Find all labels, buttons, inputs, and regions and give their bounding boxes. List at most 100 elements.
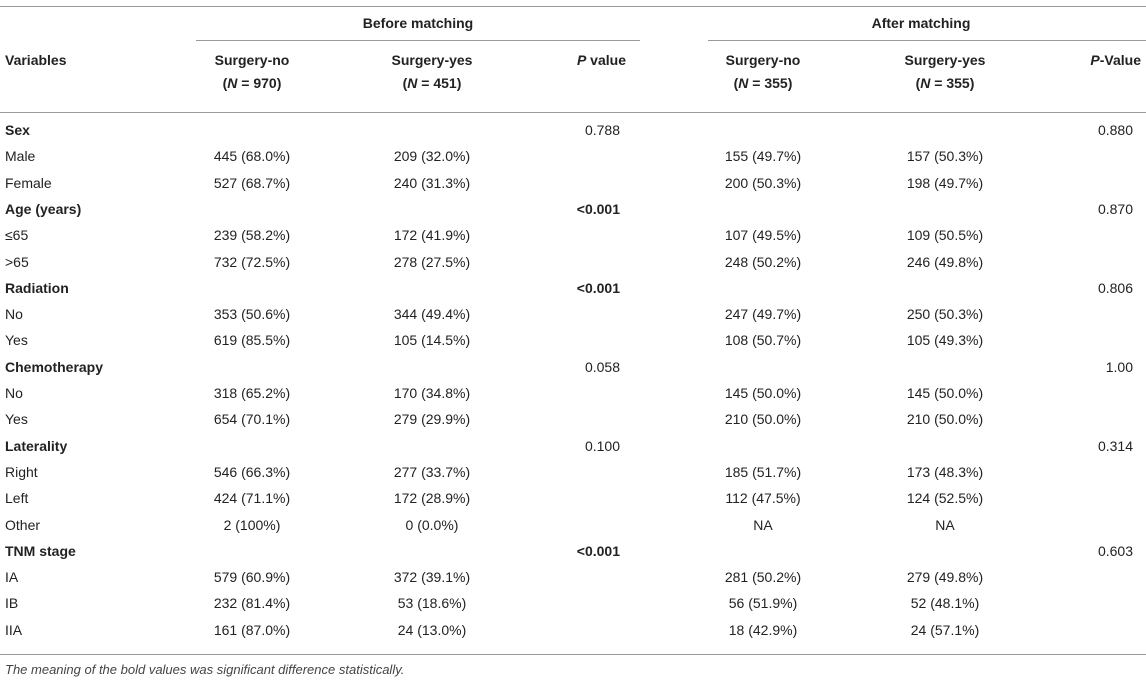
row-label: ≤65: [5, 227, 29, 243]
row-label: Right: [5, 464, 38, 480]
cell-after-surgery-no: 281 (50.2%): [724, 569, 802, 585]
row-label: Male: [5, 148, 36, 164]
cell-after-surgery-yes: 210 (50.0%): [906, 411, 984, 427]
cell-before-surgery-no: 654 (70.1%): [213, 411, 291, 427]
row-label: Female: [5, 175, 52, 191]
cell-before-surgery-no: 527 (68.7%): [213, 175, 291, 191]
table-footnote: The meaning of the bold values was signi…: [5, 662, 405, 677]
row-label: Left: [5, 490, 29, 506]
after-matching-underline: [708, 40, 1146, 41]
row-label: No: [5, 385, 23, 401]
cell-after-surgery-yes: 157 (50.3%): [906, 148, 984, 164]
cell-before-surgery-yes: 209 (32.0%): [393, 148, 471, 164]
cell-before-surgery-yes: 170 (34.8%): [393, 385, 471, 401]
cell-after-surgery-yes: 109 (50.5%): [906, 227, 984, 243]
cell-after-surgery-no: 107 (49.5%): [724, 227, 802, 243]
cell-after-surgery-yes: NA: [935, 517, 955, 533]
cell-after-surgery-no: 210 (50.0%): [724, 411, 802, 427]
cell-before-surgery-no: 2 (100%): [223, 517, 281, 533]
cell-before-surgery-yes: 279 (29.9%): [393, 411, 471, 427]
header-after-surgery-no: Surgery-no (N = 355): [725, 52, 801, 91]
cell-after-p-value: 0.603: [1097, 543, 1133, 559]
group-label: TNM stage: [5, 543, 76, 559]
cell-before-surgery-no: 353 (50.6%): [213, 306, 291, 322]
cell-after-surgery-no: 155 (49.7%): [724, 148, 802, 164]
cell-after-surgery-yes: 250 (50.3%): [906, 306, 984, 322]
cell-before-surgery-no: 161 (87.0%): [213, 622, 291, 638]
header-variables: Variables: [5, 52, 67, 68]
cell-after-surgery-yes: 124 (52.5%): [906, 490, 984, 506]
header-after-p-value: P-Value: [1090, 52, 1141, 68]
cell-after-surgery-yes: 105 (49.3%): [906, 332, 984, 348]
group-label: Chemotherapy: [5, 359, 104, 375]
table-bottom-rule: [0, 654, 1146, 655]
row-label: >65: [5, 254, 29, 270]
cell-after-surgery-yes: 246 (49.8%): [906, 254, 984, 270]
cell-after-surgery-no: 247 (49.7%): [724, 306, 802, 322]
row-label: Yes: [5, 332, 28, 348]
row-label: IA: [5, 569, 19, 585]
before-matching-underline: [196, 40, 640, 41]
table-top-rule: [0, 6, 1146, 7]
cell-before-surgery-no: 445 (68.0%): [213, 148, 291, 164]
cell-after-surgery-no: 200 (50.3%): [724, 175, 802, 191]
cell-after-surgery-yes: 145 (50.0%): [906, 385, 984, 401]
cell-before-surgery-yes: 344 (49.4%): [393, 306, 471, 322]
cell-after-p-value: 0.880: [1097, 122, 1133, 138]
cell-before-surgery-yes: 172 (28.9%): [393, 490, 471, 506]
cell-before-p-value: <0.001: [576, 201, 620, 217]
cell-after-surgery-no: 248 (50.2%): [724, 254, 802, 270]
header-before-p-value: P value: [576, 52, 626, 68]
cell-after-p-value: 0.314: [1097, 438, 1133, 454]
cell-after-surgery-no: NA: [753, 517, 773, 533]
cell-after-surgery-no: 145 (50.0%): [724, 385, 802, 401]
cell-before-surgery-yes: 105 (14.5%): [393, 332, 471, 348]
cell-before-surgery-yes: 372 (39.1%): [393, 569, 471, 585]
row-label: IB: [5, 595, 19, 611]
cell-before-surgery-yes: 278 (27.5%): [393, 254, 471, 270]
row-label: Yes: [5, 411, 28, 427]
cell-after-surgery-no: 185 (51.7%): [724, 464, 802, 480]
cell-before-surgery-yes: 172 (41.9%): [393, 227, 471, 243]
cell-before-surgery-no: 239 (58.2%): [213, 227, 291, 243]
cell-before-surgery-no: 546 (66.3%): [213, 464, 291, 480]
cell-before-p-value: <0.001: [576, 280, 620, 296]
header-before-surgery-yes: Surgery-yes (N = 451): [391, 52, 473, 91]
cell-before-surgery-no: 318 (65.2%): [213, 385, 291, 401]
group-label: Age (years): [5, 201, 82, 217]
cell-after-p-value: 0.870: [1097, 201, 1133, 217]
group-label: Sex: [5, 122, 30, 138]
cell-before-surgery-no: 619 (85.5%): [213, 332, 291, 348]
cell-before-surgery-no: 732 (72.5%): [213, 254, 291, 270]
cell-before-surgery-yes: 24 (13.0%): [397, 622, 467, 638]
cell-before-p-value: 0.058: [584, 359, 620, 375]
cell-before-surgery-no: 424 (71.1%): [213, 490, 291, 506]
cell-after-surgery-no: 112 (47.5%): [725, 490, 801, 506]
cell-after-surgery-yes: 173 (48.3%): [906, 464, 984, 480]
cell-after-p-value: 0.806: [1097, 280, 1133, 296]
cell-after-surgery-no: 56 (51.9%): [728, 595, 798, 611]
cell-before-p-value: <0.001: [576, 543, 620, 559]
cell-after-surgery-yes: 279 (49.8%): [906, 569, 984, 585]
row-label: No: [5, 306, 23, 322]
header-bottom-rule: [0, 112, 1146, 113]
row-label: IIA: [5, 622, 23, 638]
header-before-matching: Before matching: [362, 15, 474, 31]
cell-before-surgery-yes: 53 (18.6%): [397, 595, 467, 611]
cell-after-surgery-no: 18 (42.9%): [728, 622, 798, 638]
header-before-surgery-no: Surgery-no (N = 970): [214, 52, 290, 91]
cell-before-surgery-yes: 0 (0.0%): [405, 517, 459, 533]
cell-before-p-value: 0.788: [584, 122, 620, 138]
cell-before-surgery-yes: 240 (31.3%): [393, 175, 471, 191]
header-after-matching: After matching: [871, 15, 971, 31]
group-label: Laterality: [5, 438, 68, 454]
cell-before-surgery-no: 232 (81.4%): [213, 595, 291, 611]
cell-after-surgery-yes: 198 (49.7%): [906, 175, 984, 191]
cell-before-p-value: 0.100: [584, 438, 620, 454]
cell-before-surgery-yes: 277 (33.7%): [393, 464, 471, 480]
row-label: Other: [5, 517, 41, 533]
cell-after-surgery-yes: 24 (57.1%): [910, 622, 980, 638]
header-after-surgery-yes: Surgery-yes (N = 355): [904, 52, 986, 91]
cell-after-surgery-no: 108 (50.7%): [724, 332, 802, 348]
